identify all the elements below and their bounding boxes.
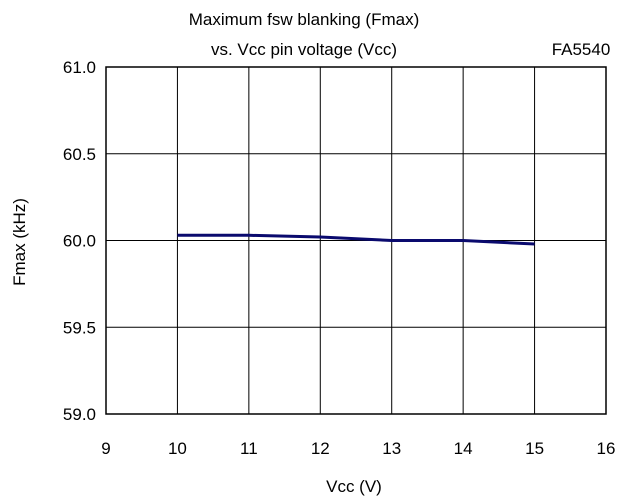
y-tick-label: 59.5 — [63, 318, 96, 337]
series-layer — [177, 233, 535, 246]
y-tick-label: 60.5 — [63, 145, 96, 164]
chart-title-line1: Maximum fsw blanking (Fmax) — [189, 10, 420, 29]
x-tick-label: 16 — [597, 439, 616, 458]
part-label: FA5540 — [552, 40, 611, 59]
x-tick-label: 13 — [382, 439, 401, 458]
y-axis-label: Fmax (kHz) — [10, 198, 29, 286]
plot-frame — [105, 66, 607, 415]
tick-layer: 9 10 11 12 13 14 15 16 61.0 60.5 60.0 59.5 59.0 — [63, 58, 616, 458]
x-tick-label: 12 — [311, 439, 330, 458]
x-tick-label: 10 — [168, 439, 187, 458]
y-tick-label: 59.0 — [63, 405, 96, 424]
x-tick-label: 11 — [240, 439, 258, 458]
chart-title-line2: vs. Vcc pin voltage (Vcc) — [211, 40, 397, 59]
x-tick-label: 9 — [101, 439, 110, 458]
x-tick-label: 15 — [525, 439, 544, 458]
x-axis-label: Vcc (V) — [326, 477, 382, 496]
x-tick-label: 14 — [454, 439, 473, 458]
y-tick-label: 61.0 — [63, 58, 96, 77]
grid-layer — [106, 67, 606, 414]
series-line — [177, 233, 535, 246]
y-tick-label: 60.0 — [63, 232, 96, 251]
